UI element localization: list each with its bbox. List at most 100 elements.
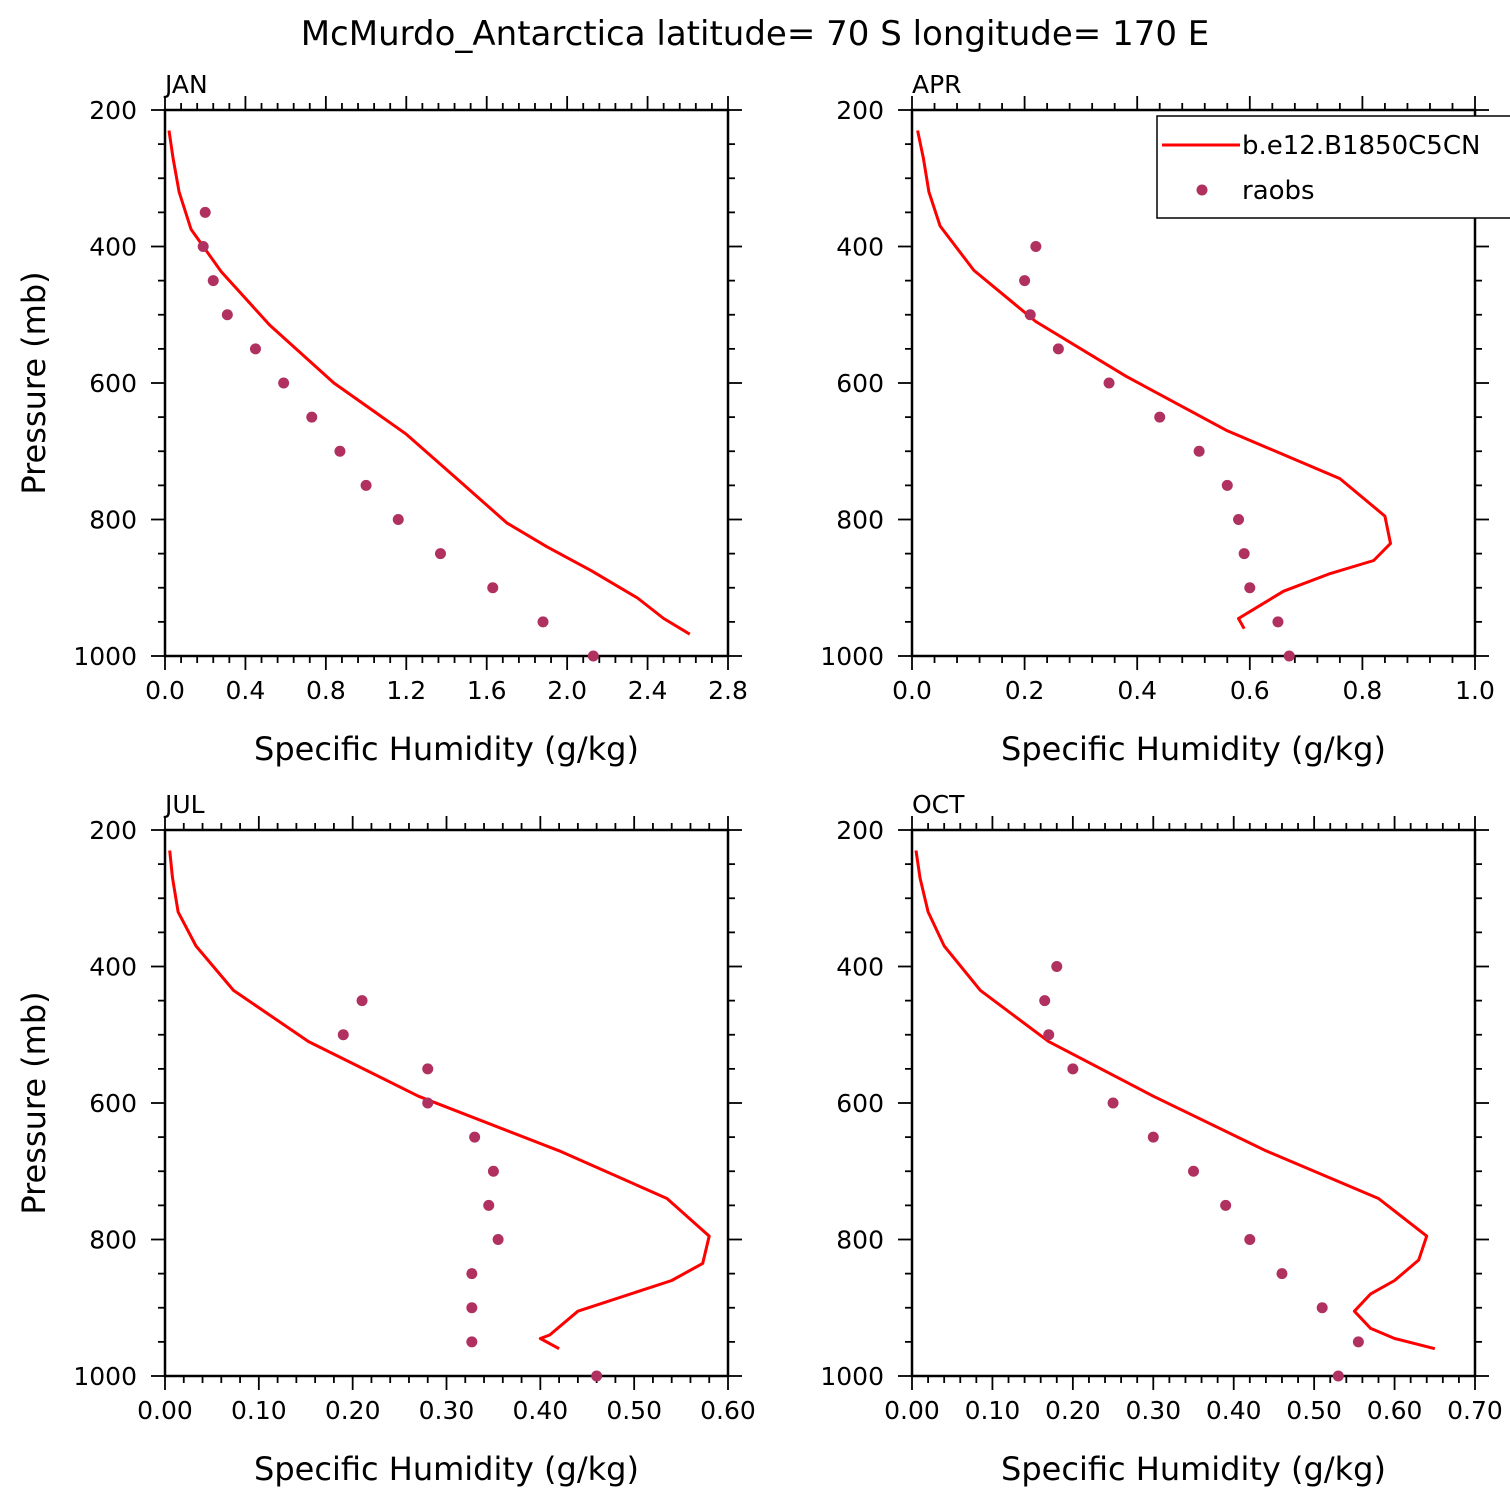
raobs-point [1244,582,1256,594]
y-tick-label: 400 [89,953,137,982]
raobs-point [221,309,233,321]
raobs-point [466,1336,478,1348]
x-axis-label: Specific Humidity (g/kg) [254,730,639,768]
raobs-point [197,241,209,252]
panel-jan: JAN 0.0 0.4 0.8 1.2 1.6 2.0 2.4 2.8 200 400 600 800 1… [15,70,748,768]
panel-apr: APR 0.0 0.2 0.4 0.6 0.8 1.0 200 400 600 800 1000 Spe… [820,70,1495,768]
y-axis-label: Pressure (mb) [15,271,53,494]
x-tick-label: 0.8 [1343,676,1383,705]
panel-title: OCT [912,790,965,819]
x-tick-label: 1.6 [467,676,507,705]
raobs-point [392,514,404,525]
model-line-oct [914,850,1436,1351]
y-tick-label: 400 [89,233,137,262]
x-tick-label: 2.4 [628,676,668,705]
panel-title: JUL [163,790,205,819]
x-tick-label: 2.0 [547,676,587,705]
x-tick-label: 2.8 [708,676,748,705]
raobs-point [1244,1234,1256,1245]
raobs-point [334,445,346,457]
x-tick-label: 0.8 [306,676,346,705]
raobs-point [434,548,446,560]
y-tick-label: 600 [836,1089,884,1118]
raobs-point [1043,1029,1055,1041]
raobs-point [249,343,261,355]
figure-title: McMurdo_Antarctica latitude= 70 S longit… [301,14,1210,54]
x-tick-label: 0.4 [226,676,266,705]
y-tick-label: 200 [89,96,137,125]
raobs-point [1147,1131,1159,1143]
raobs-point [537,616,549,628]
legend-obs-marker [1196,184,1208,196]
panel-jul: JUL 0.00 0.10 0.20 0.30 0.40 0.50 0.60 200 400 600… [15,790,756,1488]
x-tick-label: 0.00 [884,1396,940,1425]
raobs-point [1220,1199,1232,1211]
raobs-point [1332,1370,1344,1382]
x-axis-label: Specific Humidity (g/kg) [1001,1450,1386,1488]
raobs-point [1039,995,1051,1007]
legend-box [1156,115,1510,219]
raobs-point [492,1234,504,1245]
raobs-point [1272,616,1284,628]
y-tick-label: 600 [89,1089,137,1118]
legend-obs-label: raobs [1242,176,1315,206]
y-tick-label: 600 [836,369,884,398]
panels: JAN 0.0 0.4 0.8 1.2 1.6 2.0 2.4 2.8 200 400 600 800 1… [15,70,1503,1488]
y-tick-label: 400 [836,233,884,262]
panel-title: JAN [163,70,208,99]
raobs-point [1067,1063,1079,1075]
raobs-point [278,377,290,389]
raobs-point [469,1131,481,1143]
raobs-point [487,582,499,594]
y-tick-label: 800 [836,1226,884,1255]
x-tick-label: 0.20 [1045,1396,1101,1425]
panel-title: APR [912,70,962,99]
x-tick-label: 0.40 [1206,1396,1262,1425]
raobs-point [1276,1268,1288,1280]
raobs-point [1052,343,1064,355]
raobs-point [591,1370,603,1382]
y-tick-label: 200 [836,96,884,125]
legend: b.e12.B1850C5CN raobs [1156,115,1510,219]
raobs-point [1316,1302,1328,1314]
x-tick-label: 0.30 [419,1396,475,1425]
x-axis-label: Specific Humidity (g/kg) [254,1450,639,1488]
raobs-point [466,1268,478,1280]
raobs-point [422,1063,434,1075]
raobs-point [337,1029,349,1041]
x-tick-label: 0.00 [137,1396,193,1425]
raobs-point [1221,479,1233,491]
x-tick-label: 1.0 [1455,676,1495,705]
raobs-point [483,1199,495,1211]
raobs-point [1107,1097,1119,1109]
raobs-point [360,479,372,491]
raobs-point [1024,309,1036,321]
x-tick-label: 0.60 [1367,1396,1423,1425]
raobs-point [356,995,368,1007]
model-line-jan [167,130,691,636]
x-tick-label: 0.4 [1117,676,1157,705]
x-tick-label: 0.40 [512,1396,568,1425]
raobs-point [1193,445,1205,457]
legend-model-label: b.e12.B1850C5CN [1242,131,1480,161]
raobs-point [466,1302,478,1314]
raobs-point [1352,1336,1364,1348]
raobs-point [207,275,219,287]
raobs-point [1103,377,1115,389]
x-tick-label: 1.2 [386,676,426,705]
raobs-point [1283,650,1295,662]
raobs-point [1030,241,1042,252]
x-tick-label: 0.2 [1005,676,1045,705]
raobs-point [487,1165,499,1177]
raobs-point [1051,961,1063,972]
raobs-point [1188,1165,1199,1177]
panel-oct: OCT 0.00 0.10 0.20 0.30 0.40 0.50 0.60 0.70 200 40… [820,790,1502,1488]
raobs-point [306,411,318,423]
y-tick-label: 1000 [820,1362,884,1391]
y-tick-label: 800 [836,506,884,535]
x-tick-label: 0.0 [892,676,932,705]
raobs-point [1154,411,1166,423]
y-tick-label: 800 [89,1226,137,1255]
x-tick-label: 0.50 [1286,1396,1342,1425]
